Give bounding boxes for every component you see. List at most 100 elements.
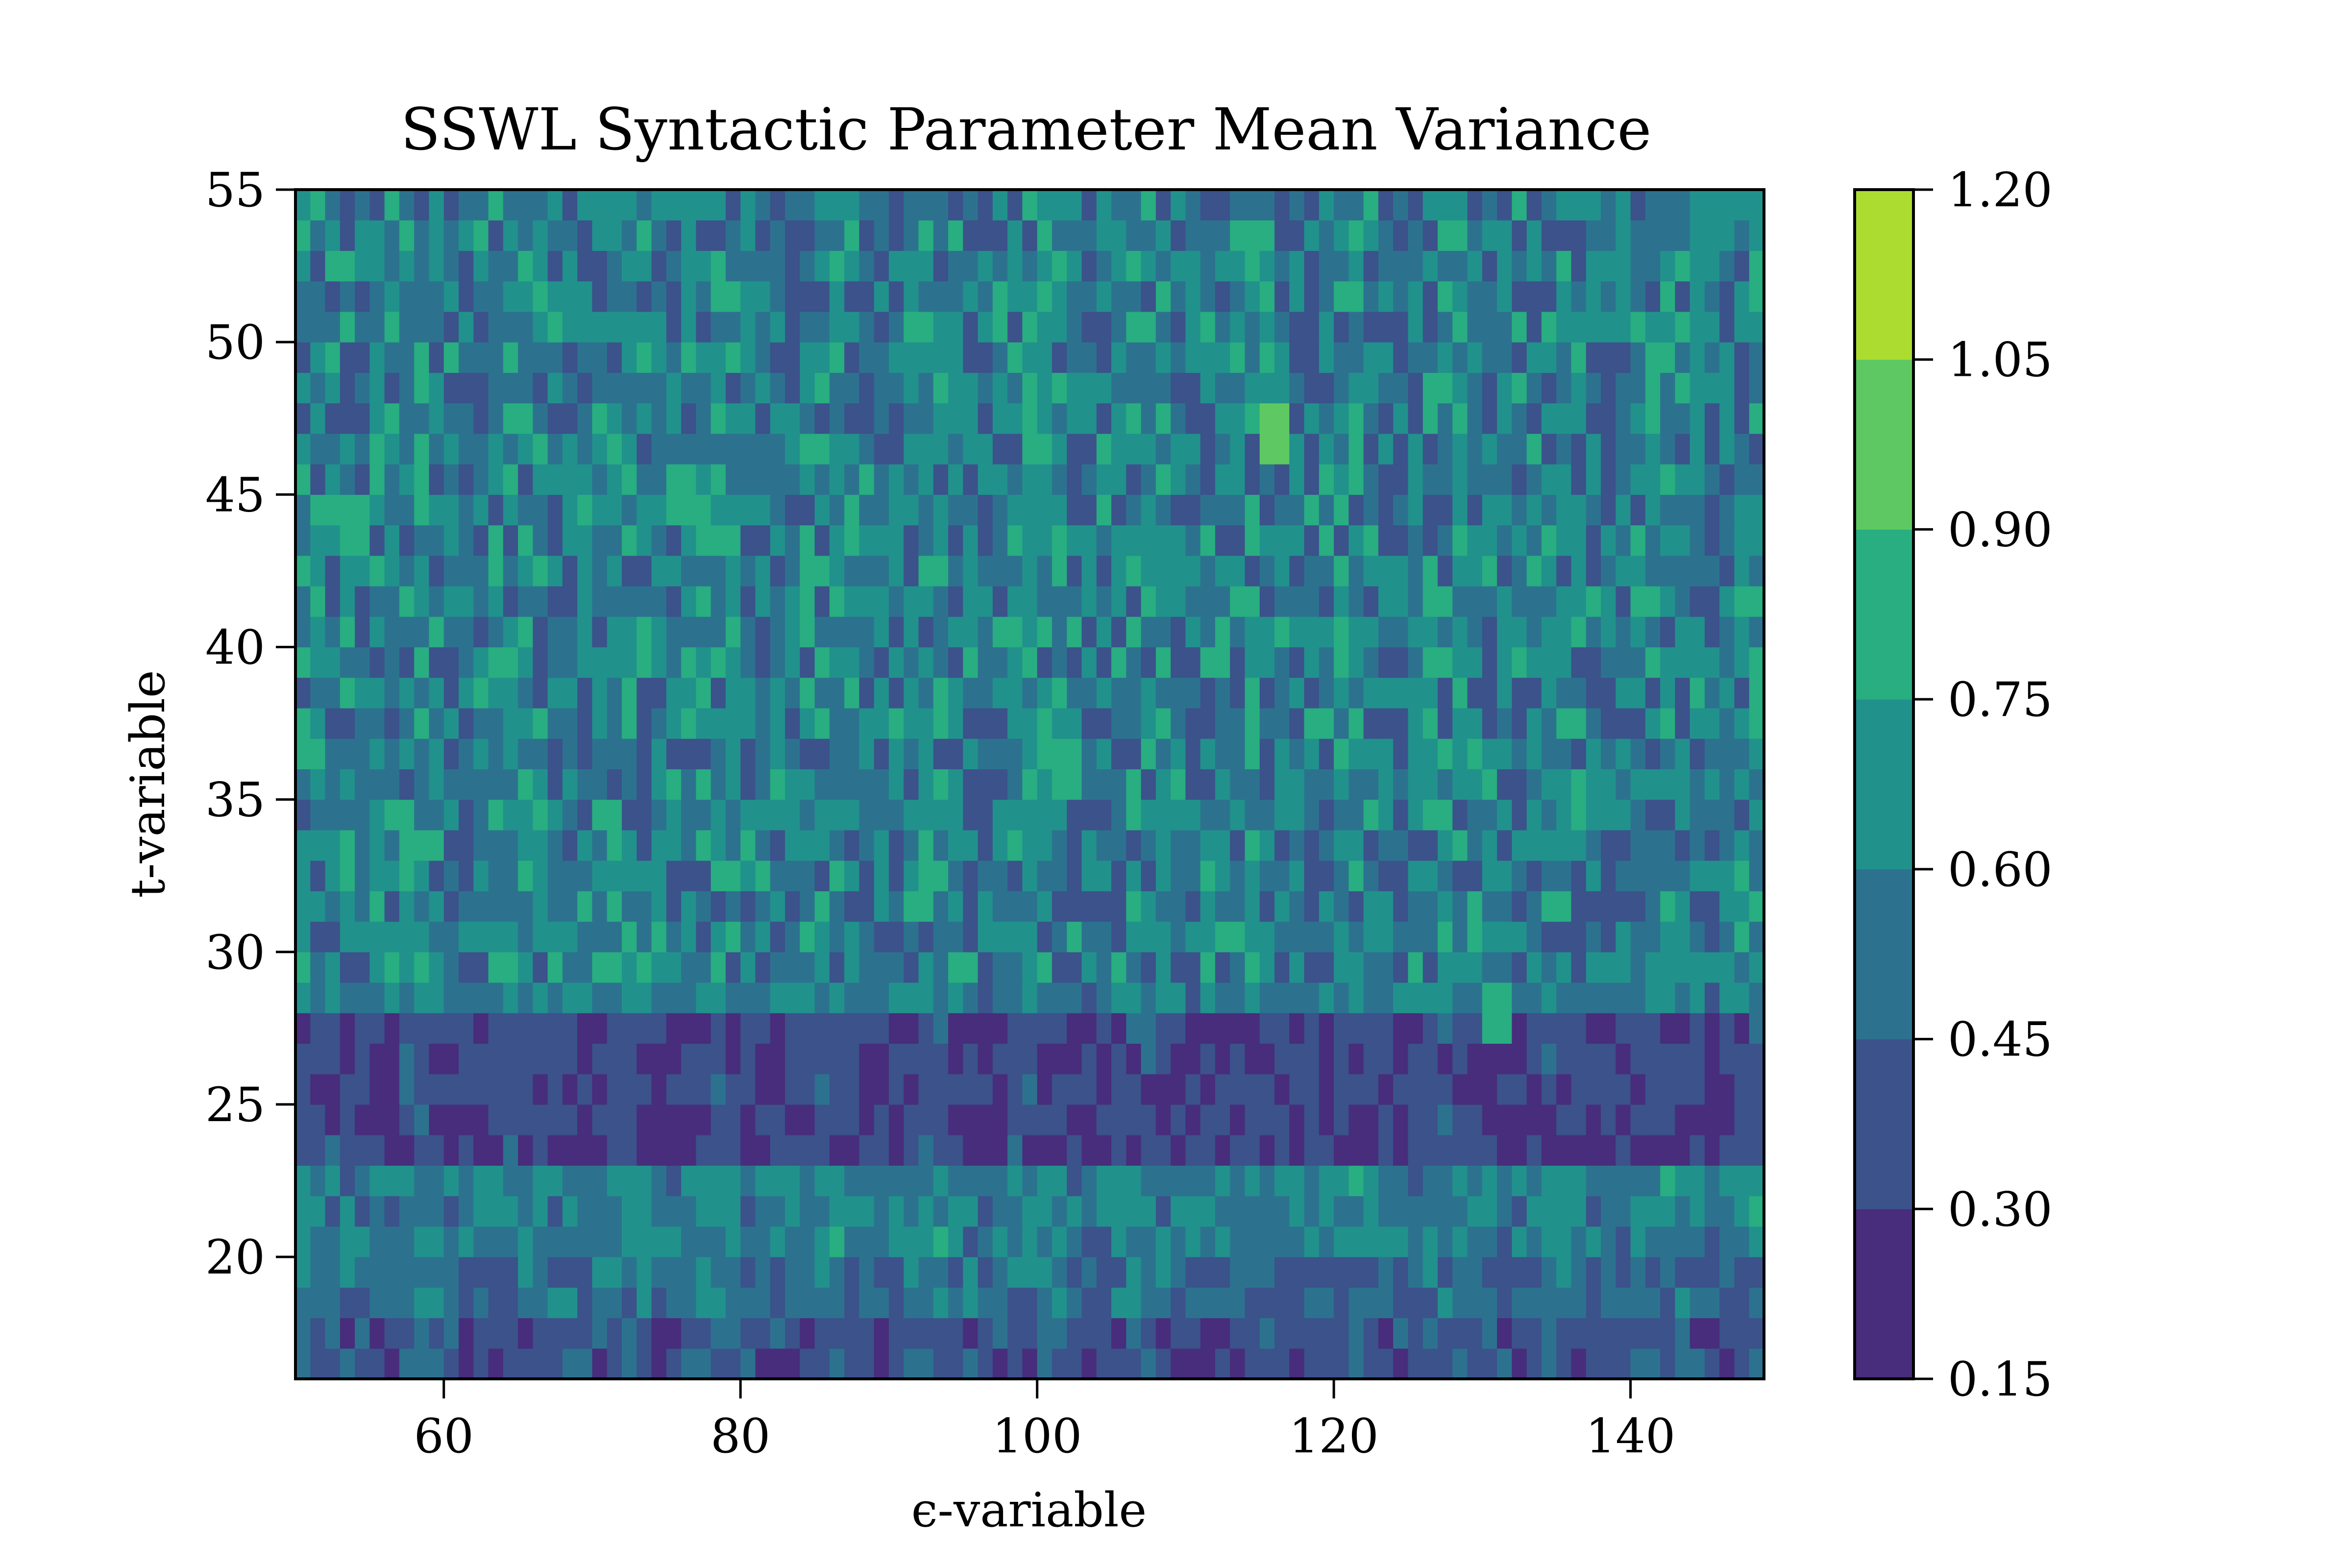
contour-cell [1081, 891, 1097, 922]
contour-cell [547, 1226, 563, 1257]
contour-cell [443, 616, 459, 648]
contour-cell [829, 830, 845, 861]
contour-cell [963, 799, 979, 831]
contour-cell [844, 830, 859, 861]
contour-cell [414, 891, 430, 922]
contour-cell [518, 342, 533, 373]
contour-cell [1007, 494, 1023, 526]
contour-cell [1512, 1135, 1527, 1166]
contour-cell [888, 372, 904, 404]
contour-cell [1601, 1287, 1616, 1319]
contour-cell [414, 860, 430, 891]
contour-cell [1675, 525, 1690, 556]
contour-cell [785, 799, 800, 831]
contour-cell [622, 1165, 637, 1197]
contour-cell [1067, 1348, 1082, 1379]
contour-cell [295, 982, 311, 1013]
contour-cell [1719, 647, 1735, 678]
contour-cell [1438, 494, 1453, 526]
contour-cell [681, 403, 696, 434]
contour-cell [844, 1104, 859, 1135]
contour-cell [1274, 433, 1290, 465]
contour-cell [740, 769, 756, 800]
contour-cell [1675, 1226, 1690, 1257]
contour-cell [1141, 494, 1156, 526]
contour-cell [1155, 1013, 1171, 1044]
contour-cell [1467, 403, 1483, 434]
contour-cell [755, 708, 771, 739]
contour-cell [681, 769, 696, 800]
contour-cell [1200, 677, 1216, 709]
contour-cell [1022, 586, 1038, 617]
contour-cell [963, 921, 979, 953]
contour-cell [681, 860, 696, 891]
contour-cell [340, 403, 355, 434]
contour-cell [340, 647, 355, 678]
contour-cell [1422, 1348, 1438, 1379]
contour-cell [696, 1287, 711, 1319]
contour-cell [1141, 1074, 1156, 1105]
contour-cell [1601, 952, 1616, 983]
contour-cell [592, 311, 608, 343]
contour-cell [1155, 281, 1171, 312]
contour-cell [1348, 677, 1364, 709]
contour-cell [310, 1318, 326, 1349]
contour-cell [1408, 1043, 1423, 1075]
contour-cell [473, 494, 489, 526]
contour-cell [562, 1196, 578, 1227]
contour-cell [1734, 220, 1750, 251]
contour-cell [1645, 891, 1661, 922]
contour-cell [533, 1104, 548, 1135]
contour-cell [725, 769, 741, 800]
contour-cell [1556, 1226, 1572, 1257]
contour-cell [933, 1104, 949, 1135]
contour-cell [1482, 190, 1497, 220]
contour-cell [1645, 860, 1661, 891]
contour-cell [710, 860, 726, 891]
contour-cell [592, 799, 608, 831]
contour-cell [1126, 525, 1142, 556]
contour-cell [1334, 1318, 1349, 1349]
contour-cell [473, 1257, 489, 1288]
contour-cell [1259, 1348, 1275, 1379]
contour-cell [1556, 921, 1572, 953]
contour-cell [562, 190, 578, 220]
contour-cell [859, 952, 875, 983]
contour-cell [459, 1013, 474, 1044]
contour-cell [1067, 1287, 1082, 1319]
contour-cell [1467, 830, 1483, 861]
contour-cell [637, 494, 652, 526]
contour-cell [963, 433, 979, 465]
contour-cell [978, 494, 993, 526]
contour-cell [1630, 464, 1646, 495]
contour-cell [725, 555, 741, 587]
contour-cell [1126, 1287, 1142, 1319]
contour-cell [443, 1043, 459, 1075]
contour-cell [1438, 433, 1453, 465]
contour-cell [710, 220, 726, 251]
contour-cell [1452, 982, 1468, 1013]
contour-cell [518, 1196, 533, 1227]
contour-cell [1363, 1348, 1379, 1379]
contour-cell [963, 555, 979, 587]
contour-cell [1007, 190, 1023, 220]
contour-cell [1556, 860, 1572, 891]
contour-cell [1512, 220, 1527, 251]
contour-cell [533, 372, 548, 404]
contour-cell [1616, 372, 1631, 404]
y-tick-label: 45 [205, 467, 265, 522]
contour-cell [1690, 921, 1705, 953]
contour-cell [948, 311, 963, 343]
contour-cell [637, 1287, 652, 1319]
contour-cell [1304, 342, 1320, 373]
contour-cell [1378, 190, 1394, 220]
contour-cell [459, 921, 474, 953]
contour-cell [607, 1287, 622, 1319]
contour-cell [1259, 1135, 1275, 1166]
contour-cell [992, 1043, 1008, 1075]
contour-cell [1363, 281, 1379, 312]
contour-cell [1616, 677, 1631, 709]
contour-cell [1348, 921, 1364, 953]
contour-cell [874, 1013, 889, 1044]
contour-cell [740, 677, 756, 709]
